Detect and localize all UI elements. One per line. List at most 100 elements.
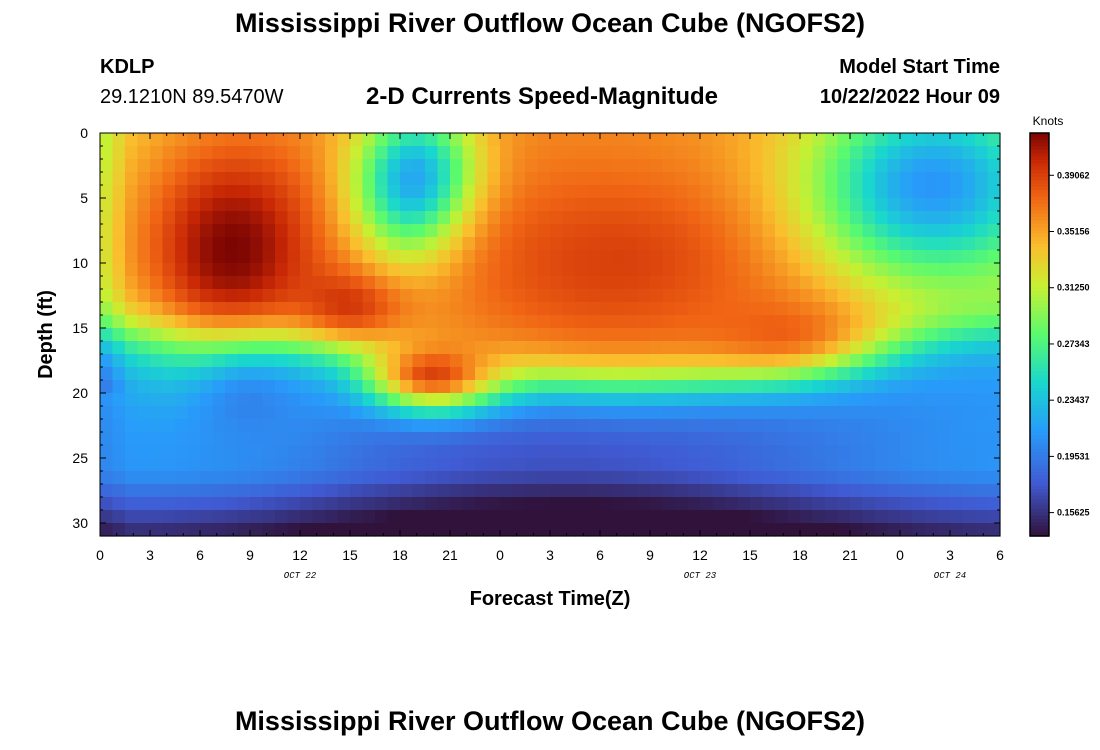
heatmap-cell xyxy=(812,198,826,212)
heatmap-cell xyxy=(212,445,226,459)
heatmap-cell xyxy=(237,458,251,472)
heatmap-cell xyxy=(887,497,901,511)
heatmap-cell xyxy=(375,354,389,368)
heatmap-cell xyxy=(725,185,739,199)
heatmap-cell xyxy=(275,172,289,186)
heatmap-cell xyxy=(612,302,626,316)
heatmap-cell xyxy=(225,471,239,485)
heatmap-cell xyxy=(587,445,601,459)
heatmap-cell xyxy=(212,302,226,316)
heatmap-cell xyxy=(612,484,626,498)
heatmap-cell xyxy=(100,393,114,407)
heatmap-cell xyxy=(762,159,776,173)
heatmap-cell xyxy=(600,523,614,537)
heatmap-cell xyxy=(300,302,314,316)
heatmap-cell xyxy=(787,393,801,407)
heatmap-cell xyxy=(325,471,339,485)
heatmap-cell xyxy=(175,133,189,147)
heatmap-cell xyxy=(562,341,576,355)
heatmap-cell xyxy=(137,211,151,225)
heatmap-cell xyxy=(375,406,389,420)
heatmap-cell xyxy=(725,198,739,212)
heatmap-cell xyxy=(325,289,339,303)
heatmap-cell xyxy=(612,471,626,485)
heatmap-cell xyxy=(787,523,801,537)
heatmap-cell xyxy=(687,315,701,329)
heatmap-cell xyxy=(612,419,626,433)
heatmap-cell xyxy=(687,224,701,238)
heatmap-cell xyxy=(837,484,851,498)
heatmap-cell xyxy=(875,211,889,225)
heatmap-cell xyxy=(400,380,414,394)
heatmap-cell xyxy=(800,172,814,186)
heatmap-cell xyxy=(700,289,714,303)
heatmap-cell xyxy=(737,185,751,199)
heatmap-cell xyxy=(150,445,164,459)
heatmap-cell xyxy=(412,198,426,212)
heatmap-cell xyxy=(462,497,476,511)
heatmap-cell xyxy=(125,224,139,238)
heatmap-cell xyxy=(125,419,139,433)
heatmap-cell xyxy=(600,419,614,433)
heatmap-cell xyxy=(150,458,164,472)
heatmap-cell xyxy=(775,367,789,381)
heatmap-cell xyxy=(862,133,876,147)
heatmap-cell xyxy=(537,380,551,394)
heatmap-cell xyxy=(925,302,939,316)
heatmap-cell xyxy=(225,146,239,160)
heatmap-cell xyxy=(662,237,676,251)
heatmap-cell xyxy=(262,471,276,485)
heatmap-cell xyxy=(150,172,164,186)
heatmap-cell xyxy=(912,354,926,368)
heatmap-cell xyxy=(612,263,626,277)
heatmap-cell xyxy=(100,250,114,264)
heatmap-cell xyxy=(562,172,576,186)
heatmap-cell xyxy=(675,289,689,303)
heatmap-cell xyxy=(587,328,601,342)
heatmap-cell xyxy=(475,341,489,355)
heatmap-cell xyxy=(537,367,551,381)
heatmap-cell xyxy=(925,432,939,446)
heatmap-cell xyxy=(737,510,751,524)
heatmap-cell xyxy=(475,302,489,316)
heatmap-cell xyxy=(112,276,126,290)
heatmap-cell xyxy=(875,276,889,290)
heatmap-cell xyxy=(612,159,626,173)
heatmap-cell xyxy=(237,523,251,537)
heatmap-cell xyxy=(312,484,326,498)
heatmap-cell xyxy=(237,237,251,251)
heatmap-cell xyxy=(812,445,826,459)
heatmap-cell xyxy=(537,458,551,472)
heatmap-cell xyxy=(500,159,514,173)
heatmap-cell xyxy=(850,432,864,446)
heatmap-cell xyxy=(362,354,376,368)
heatmap-cell xyxy=(737,367,751,381)
heatmap-cell xyxy=(925,367,939,381)
heatmap-cell xyxy=(262,354,276,368)
heatmap-cell xyxy=(562,393,576,407)
heatmap-cell xyxy=(337,432,351,446)
heatmap-cell xyxy=(850,341,864,355)
heatmap-cell xyxy=(587,185,601,199)
heatmap-cell xyxy=(487,458,501,472)
heatmap-cell xyxy=(837,380,851,394)
heatmap-cell xyxy=(862,341,876,355)
heatmap-cell xyxy=(787,237,801,251)
heatmap-cell xyxy=(487,406,501,420)
heatmap-cell xyxy=(575,315,589,329)
model-start-label: Model Start Time xyxy=(839,56,1000,78)
heatmap-cell xyxy=(375,432,389,446)
heatmap-cell xyxy=(150,497,164,511)
heatmap-cell xyxy=(600,237,614,251)
heatmap-cell xyxy=(700,458,714,472)
heatmap-cell xyxy=(437,471,451,485)
heatmap-cell xyxy=(600,276,614,290)
heatmap-cell xyxy=(550,419,564,433)
heatmap-cell xyxy=(787,419,801,433)
heatmap-cell xyxy=(137,302,151,316)
heatmap-cell xyxy=(175,198,189,212)
heatmap-cell xyxy=(687,263,701,277)
heatmap-cell xyxy=(425,419,439,433)
heatmap-cell xyxy=(537,302,551,316)
heatmap-cell xyxy=(775,458,789,472)
